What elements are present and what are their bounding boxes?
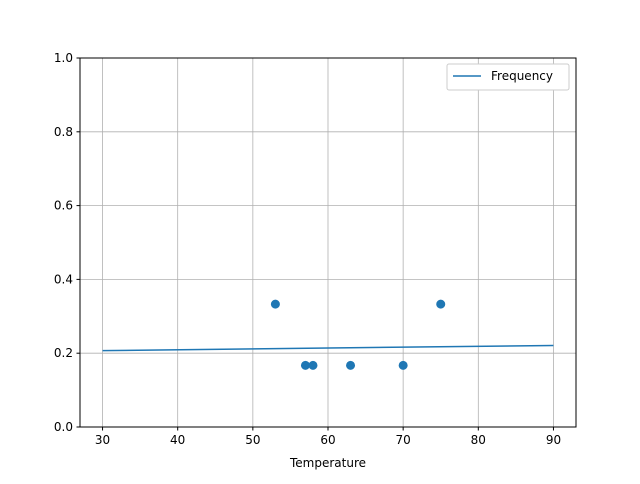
x-tick-label: 50	[245, 433, 260, 447]
scatter-point	[270, 299, 280, 309]
y-tick-label: 0.0	[54, 420, 73, 434]
x-tick-label: 40	[170, 433, 185, 447]
legend: Frequency	[446, 63, 570, 91]
y-tick-label: 0.6	[54, 199, 73, 213]
scatter-point	[398, 360, 408, 370]
scatter-point	[436, 299, 446, 309]
y-tick-label: 0.2	[54, 346, 73, 360]
scatter-point	[308, 360, 318, 370]
series-line-frequency	[102, 344, 554, 352]
y-tick-label: 0.8	[54, 125, 73, 139]
grid	[80, 57, 576, 428]
legend-label: Frequency	[491, 69, 553, 83]
y-tick-label: 0.4	[54, 272, 73, 286]
ticks: 30 40 50 60 70 80 90 0.0 0.2 0.4 0.6 0.8 1.0	[54, 51, 561, 447]
scatter-point	[346, 360, 356, 370]
x-tick-label: 80	[471, 433, 486, 447]
y-tick-label: 1.0	[54, 51, 73, 65]
x-tick-label: 90	[546, 433, 561, 447]
legend-box	[446, 63, 570, 91]
x-tick-label: 30	[95, 433, 110, 447]
plot-marks	[102, 299, 554, 370]
x-tick-label: 60	[320, 433, 335, 447]
x-axis-label: Temperature	[289, 456, 366, 470]
x-tick-label: 70	[396, 433, 411, 447]
scatter-point	[300, 360, 310, 370]
